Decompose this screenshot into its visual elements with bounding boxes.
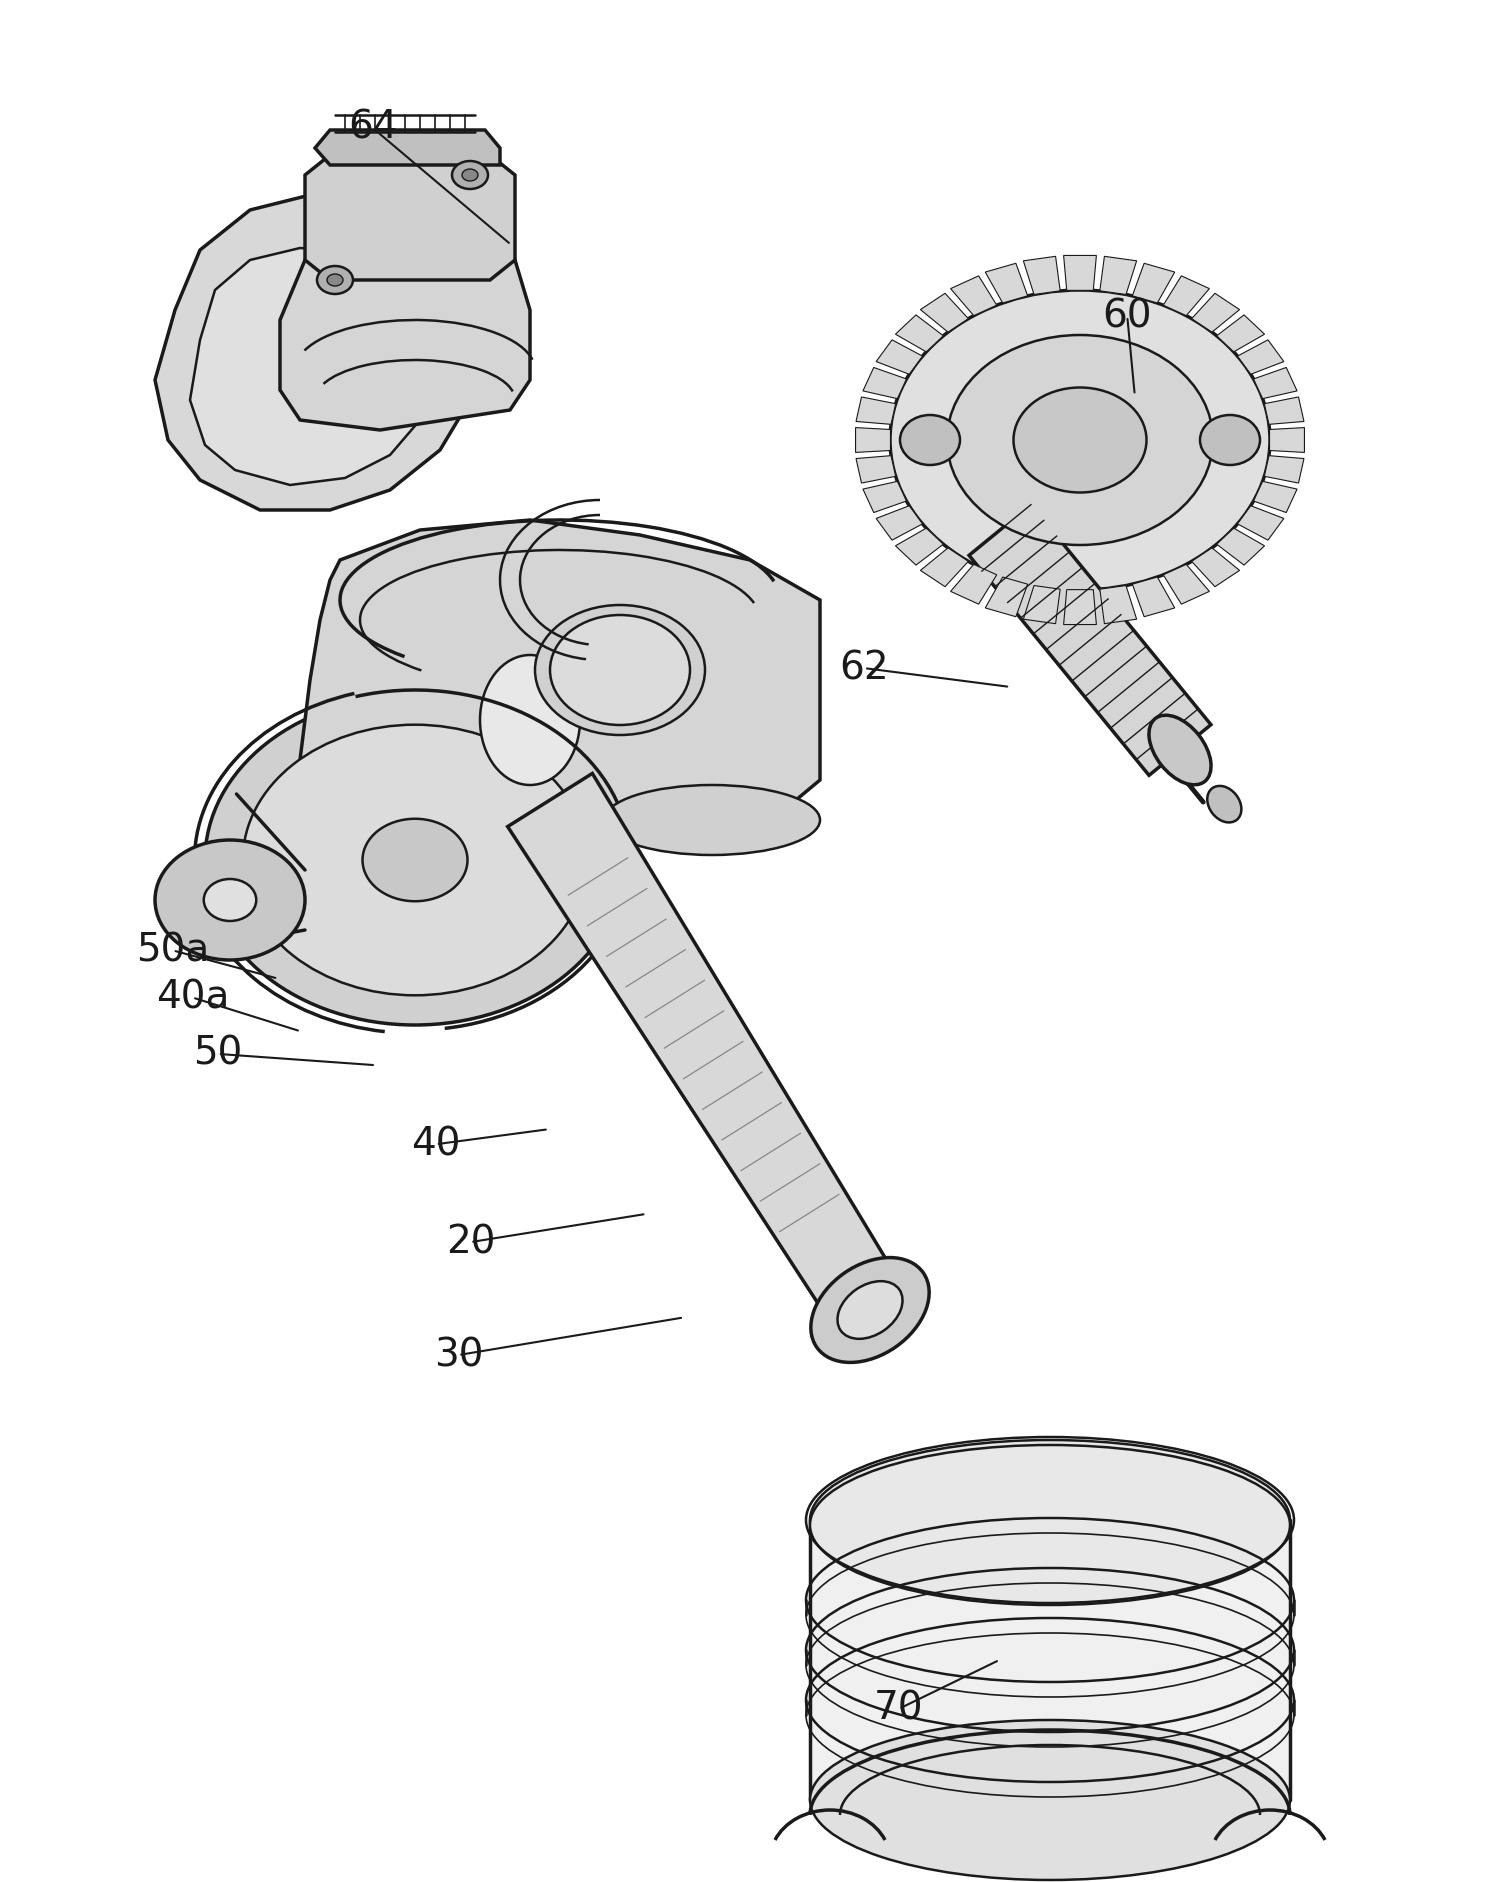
Polygon shape xyxy=(301,519,821,890)
Polygon shape xyxy=(1216,314,1264,352)
Polygon shape xyxy=(1064,256,1096,290)
Polygon shape xyxy=(1100,585,1136,623)
Polygon shape xyxy=(1132,578,1175,617)
Polygon shape xyxy=(1132,263,1175,303)
Polygon shape xyxy=(316,130,500,166)
Text: 40: 40 xyxy=(412,1125,460,1163)
Text: 50: 50 xyxy=(194,1035,242,1073)
Polygon shape xyxy=(1270,427,1305,452)
Text: 30: 30 xyxy=(434,1336,482,1374)
Text: 60: 60 xyxy=(1102,297,1153,335)
Polygon shape xyxy=(876,341,923,375)
Text: 70: 70 xyxy=(873,1690,924,1728)
Polygon shape xyxy=(920,294,968,331)
Polygon shape xyxy=(1192,294,1240,331)
Polygon shape xyxy=(969,504,1211,775)
Ellipse shape xyxy=(550,615,690,725)
Ellipse shape xyxy=(535,604,705,736)
Polygon shape xyxy=(189,248,431,486)
Polygon shape xyxy=(1216,529,1264,565)
Ellipse shape xyxy=(1013,388,1147,493)
Polygon shape xyxy=(855,427,890,452)
Polygon shape xyxy=(280,260,531,429)
Ellipse shape xyxy=(317,265,353,294)
Text: 64: 64 xyxy=(347,109,398,147)
Polygon shape xyxy=(950,565,996,604)
Ellipse shape xyxy=(479,655,580,785)
Polygon shape xyxy=(1163,565,1210,604)
Polygon shape xyxy=(810,1521,1290,1799)
Ellipse shape xyxy=(1148,715,1211,785)
Ellipse shape xyxy=(155,839,305,960)
Polygon shape xyxy=(1254,367,1297,399)
Polygon shape xyxy=(155,196,479,510)
Polygon shape xyxy=(986,263,1028,303)
Ellipse shape xyxy=(328,275,343,286)
Polygon shape xyxy=(896,314,944,352)
Ellipse shape xyxy=(243,725,588,996)
Polygon shape xyxy=(863,367,906,399)
Ellipse shape xyxy=(362,819,467,901)
Text: 40a: 40a xyxy=(156,979,228,1016)
Text: 62: 62 xyxy=(839,649,890,687)
Polygon shape xyxy=(896,529,944,565)
Ellipse shape xyxy=(452,162,488,188)
Text: 50a: 50a xyxy=(137,932,209,969)
Polygon shape xyxy=(1163,277,1210,316)
Polygon shape xyxy=(876,506,923,540)
Polygon shape xyxy=(857,455,896,484)
Polygon shape xyxy=(1064,589,1096,625)
Polygon shape xyxy=(950,277,996,316)
Polygon shape xyxy=(1254,482,1297,512)
Polygon shape xyxy=(1100,256,1136,294)
Ellipse shape xyxy=(890,290,1270,589)
Polygon shape xyxy=(920,548,968,587)
Ellipse shape xyxy=(1207,787,1241,822)
Ellipse shape xyxy=(461,169,478,181)
Polygon shape xyxy=(1024,585,1060,623)
Polygon shape xyxy=(305,154,516,280)
Ellipse shape xyxy=(810,1445,1290,1605)
Polygon shape xyxy=(863,482,906,512)
Ellipse shape xyxy=(204,694,625,1026)
Polygon shape xyxy=(986,578,1028,617)
Ellipse shape xyxy=(604,785,821,854)
Polygon shape xyxy=(1237,506,1284,540)
Ellipse shape xyxy=(1199,416,1260,465)
Polygon shape xyxy=(1192,548,1240,587)
Ellipse shape xyxy=(900,416,960,465)
Polygon shape xyxy=(857,397,896,423)
Ellipse shape xyxy=(837,1282,902,1338)
Polygon shape xyxy=(508,774,903,1331)
Ellipse shape xyxy=(810,1257,929,1363)
Ellipse shape xyxy=(810,1720,1290,1880)
Polygon shape xyxy=(1237,341,1284,375)
Ellipse shape xyxy=(810,1440,1290,1600)
Ellipse shape xyxy=(947,335,1213,546)
Polygon shape xyxy=(1024,256,1060,294)
Ellipse shape xyxy=(204,879,256,920)
Polygon shape xyxy=(1264,397,1305,423)
Polygon shape xyxy=(1264,455,1305,484)
Text: 20: 20 xyxy=(446,1223,494,1261)
